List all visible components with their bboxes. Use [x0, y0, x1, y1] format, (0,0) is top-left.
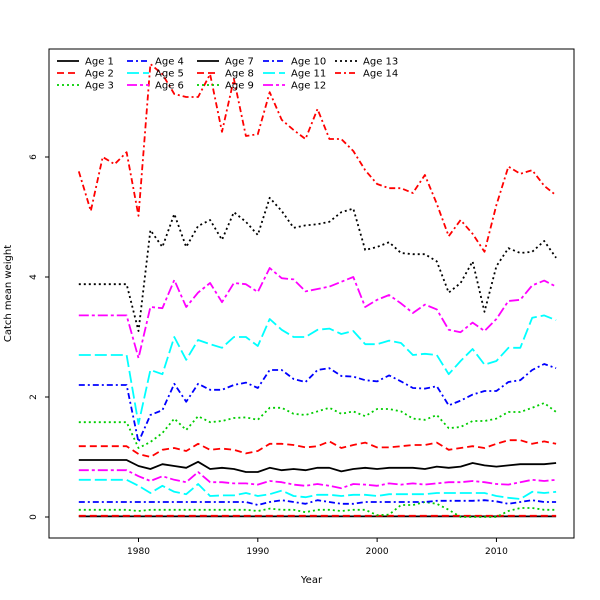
x-axis-label: Year	[300, 575, 323, 586]
legend-item-age-14: Age 14	[335, 69, 398, 80]
legend-item-age-6: Age 6	[127, 81, 184, 92]
legend-label: Age 10	[291, 57, 326, 68]
x-axis: 1980 1990 2000 2010	[127, 538, 508, 557]
legend-item-age-11: Age 11	[263, 69, 326, 80]
x-tick-label: 2000	[366, 547, 389, 557]
series-line-age-6	[78, 469, 557, 490]
legend-label: Age 9	[225, 81, 254, 92]
legend-label: Age 4	[155, 57, 184, 68]
legend-label: Age 5	[155, 69, 184, 80]
y-tick-label: 0	[29, 514, 39, 520]
legend-label: Age 14	[363, 69, 398, 80]
legend-item-age-2: Age 2	[57, 69, 114, 80]
legend-item-age-9: Age 9	[197, 81, 254, 92]
x-tick-label: 2010	[485, 547, 508, 557]
legend-label: Age 8	[225, 69, 254, 80]
legend-label: Age 13	[363, 57, 398, 68]
y-axis: 0 2 4 6	[29, 154, 49, 520]
legend-item-age-12: Age 12	[263, 81, 326, 92]
series-line-age-7	[78, 459, 557, 473]
series-line-age-14	[77, 63, 557, 253]
legend-label: Age 1	[85, 57, 114, 68]
legend-item-age-8: Age 8	[197, 69, 254, 80]
series-line-age-13	[78, 196, 557, 332]
series-line-age-3	[78, 501, 557, 518]
legend-item-age-10: Age 10	[263, 57, 326, 68]
series-line-age-8	[78, 439, 557, 458]
series-line-age-10	[78, 363, 557, 443]
legend-item-age-13: Age 13	[335, 57, 398, 68]
series-line-age-12	[78, 267, 557, 359]
legend-label: Age 12	[291, 81, 326, 92]
y-tick-label: 6	[29, 154, 39, 160]
y-tick-label: 4	[29, 274, 39, 280]
y-tick-label: 2	[29, 394, 39, 400]
legend-label: Age 3	[85, 81, 114, 92]
legend-item-age-4: Age 4	[127, 57, 184, 68]
legend-label: Age 6	[155, 81, 184, 92]
legend-item-age-1: Age 1	[57, 57, 114, 68]
legend-label: Age 11	[291, 69, 326, 80]
legend-item-age-7: Age 7	[197, 57, 254, 68]
series-line-age-5	[78, 478, 557, 500]
legend-item-age-3: Age 3	[57, 81, 114, 92]
legend-item-age-5: Age 5	[127, 69, 184, 80]
x-tick-label: 1980	[127, 547, 150, 557]
x-tick-label: 1990	[246, 547, 269, 557]
series-line-age-9	[78, 402, 557, 449]
legend-label: Age 2	[85, 69, 114, 80]
series-lines	[77, 63, 557, 518]
y-axis-label: Catch mean weight	[3, 245, 14, 342]
series-line-age-4	[78, 499, 557, 506]
legend-label: Age 7	[225, 57, 254, 68]
series-line-age-11	[78, 314, 557, 425]
plot-frame	[48, 48, 575, 539]
